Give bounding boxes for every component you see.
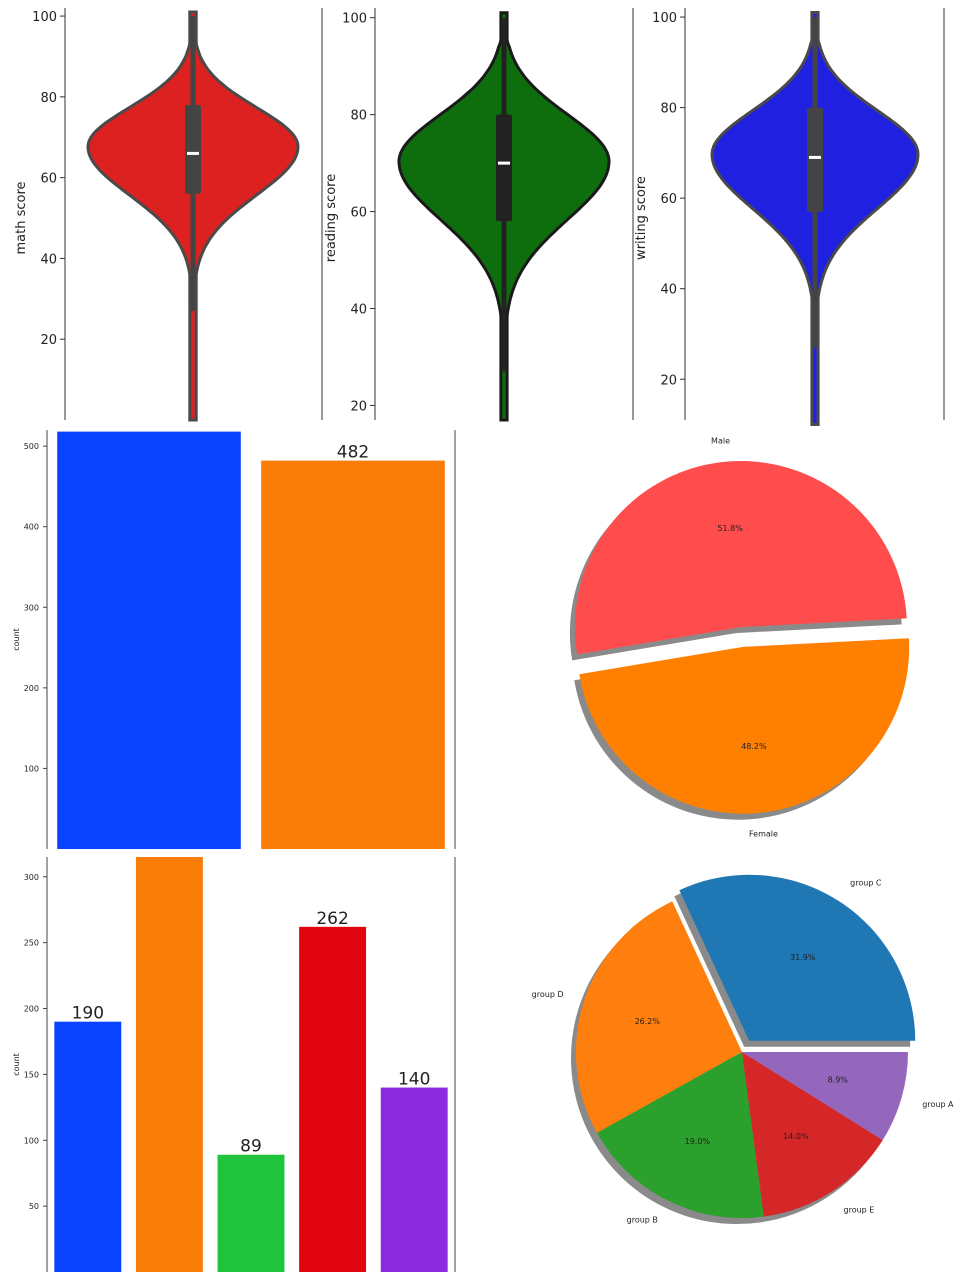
y-axis-label: count	[12, 1053, 21, 1076]
pie-slice-3	[597, 1052, 764, 1219]
iqr-box	[807, 107, 823, 212]
violin-chart-1: 20 40 60 80 100 math score	[14, 8, 323, 422]
pie-category-label: Male	[711, 437, 730, 446]
y-tick-label: 60	[660, 192, 677, 207]
pie-pct-label: 8.9%	[828, 1075, 849, 1084]
y-tick-label: 200	[24, 1005, 39, 1014]
iqr-box	[185, 104, 201, 194]
group-bar-chart: 50 100 150 200 250 300 count 190 89 262 140	[12, 857, 456, 1272]
pie-pct-label: 26.2%	[635, 1017, 661, 1026]
bar-2	[135, 857, 203, 1272]
y-tick-label: 60	[350, 206, 367, 221]
pie-category-label: group C	[850, 879, 882, 888]
pie-category-label: Female	[749, 829, 778, 838]
pie-pct-label: 51.8%	[717, 524, 743, 533]
pie-slice-2	[579, 638, 910, 814]
y-tick-label: 100	[32, 10, 57, 25]
violin-chart-3: 20 40 60 80 100 writing score	[634, 8, 945, 426]
bar-data-label: 262	[316, 909, 348, 929]
y-tick-label: 100	[652, 11, 677, 26]
y-tick-label: 40	[350, 303, 367, 318]
pie-pct-label: 31.9%	[790, 953, 816, 962]
y-tick-label: 100	[342, 12, 367, 27]
iqr-box	[496, 114, 512, 222]
y-axis-label: reading score	[324, 174, 339, 262]
y-tick-label: 80	[350, 109, 367, 124]
y-tick-label: 150	[24, 1070, 39, 1079]
pie-pct-label: 48.2%	[741, 742, 767, 751]
bar-3	[217, 1154, 285, 1272]
pie-slice-2	[575, 901, 742, 1133]
y-axis-label: math score	[14, 181, 29, 254]
y-tick-label: 500	[24, 442, 39, 451]
gender-pie-chart: 51.8% Male 48.2% Female	[569, 437, 910, 838]
y-tick-label: 80	[40, 91, 57, 106]
pie-category-label: group A	[922, 1100, 954, 1109]
bar-4	[299, 926, 367, 1272]
y-tick-label: 20	[350, 399, 367, 414]
y-axis-label: count	[12, 628, 21, 651]
pie-category-label: group B	[627, 1216, 658, 1225]
y-tick-label: 40	[40, 252, 57, 267]
bar-1	[54, 1021, 122, 1272]
bar-data-label: 89	[240, 1137, 262, 1157]
y-tick-label: 80	[660, 102, 677, 117]
y-tick-label: 40	[660, 283, 677, 298]
y-tick-label: 400	[24, 523, 39, 532]
pie-pct-label: 14.0%	[783, 1132, 809, 1141]
bar-data-label: 140	[398, 1070, 430, 1090]
y-tick-label: 300	[24, 873, 39, 882]
bar-2	[261, 460, 445, 849]
y-tick-label: 50	[29, 1202, 39, 1211]
bar-data-label: 190	[72, 1004, 104, 1024]
y-tick-label: 100	[24, 1136, 39, 1145]
pie-pct-label: 19.0%	[685, 1137, 711, 1146]
pie-slice-1	[679, 874, 916, 1041]
y-tick-label: 20	[660, 373, 677, 388]
gender-bar-chart: 100 200 300 400 500 count 482	[12, 430, 456, 849]
bar-data-label: 482	[337, 443, 369, 463]
y-tick-label: 60	[40, 172, 57, 187]
y-tick-label: 300	[24, 603, 39, 612]
violin-chart-2: 20 40 60 80 100 reading score	[324, 8, 634, 422]
y-tick-label: 100	[24, 764, 39, 773]
y-tick-label: 200	[24, 684, 39, 693]
pie-slice-5	[742, 1052, 908, 1141]
y-tick-label: 20	[40, 333, 57, 348]
pie-slice-4	[742, 1052, 883, 1217]
pie-category-label: group E	[844, 1206, 875, 1215]
pie-category-label: group D	[532, 990, 564, 999]
group-pie-chart: 31.9% group C 26.2% group D 19.0% group B 14.0…	[532, 874, 954, 1225]
y-tick-label: 250	[24, 939, 39, 948]
bar-1	[57, 431, 241, 849]
y-axis-label: writing score	[634, 176, 649, 260]
bar-5	[380, 1087, 448, 1272]
pie-slice-1	[574, 460, 907, 655]
